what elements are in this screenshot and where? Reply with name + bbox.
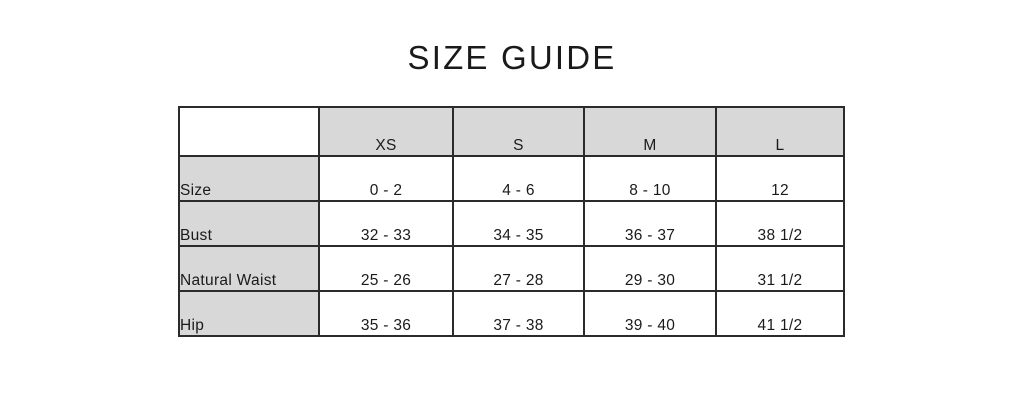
- column-header-s: S: [452, 106, 585, 157]
- table-row: Size 0 - 2 4 - 6 8 - 10 12: [178, 155, 845, 202]
- column-header-l: L: [715, 106, 845, 157]
- size-guide-table: XS S M L Size 0 - 2 4 - 6 8 - 10 12 Bust…: [178, 106, 845, 337]
- page-title: SIZE GUIDE: [407, 39, 617, 76]
- cell-bust-xs: 32 - 33: [318, 200, 454, 247]
- cell-hip-l: 41 1/2: [715, 290, 845, 337]
- cell-bust-s: 34 - 35: [452, 200, 585, 247]
- column-header-m: M: [583, 106, 717, 157]
- table-body: Size 0 - 2 4 - 6 8 - 10 12 Bust 32 - 33 …: [178, 155, 845, 337]
- cell-hip-xs: 35 - 36: [318, 290, 454, 337]
- table-row: Natural Waist 25 - 26 27 - 28 29 - 30 31…: [178, 245, 845, 292]
- size-guide-table-container: XS S M L Size 0 - 2 4 - 6 8 - 10 12 Bust…: [178, 106, 845, 337]
- cell-natural-waist-xs: 25 - 26: [318, 245, 454, 292]
- cell-hip-s: 37 - 38: [452, 290, 585, 337]
- cell-size-m: 8 - 10: [583, 155, 717, 202]
- cell-natural-waist-s: 27 - 28: [452, 245, 585, 292]
- table-row: Bust 32 - 33 34 - 35 36 - 37 38 1/2: [178, 200, 845, 247]
- cell-hip-m: 39 - 40: [583, 290, 717, 337]
- cell-size-xs: 0 - 2: [318, 155, 454, 202]
- table-header-row: XS S M L: [178, 106, 845, 157]
- row-label-natural-waist: Natural Waist: [178, 245, 320, 292]
- cell-bust-m: 36 - 37: [583, 200, 717, 247]
- cell-natural-waist-m: 29 - 30: [583, 245, 717, 292]
- cell-size-s: 4 - 6: [452, 155, 585, 202]
- cell-bust-l: 38 1/2: [715, 200, 845, 247]
- row-label-size: Size: [178, 155, 320, 202]
- table-row: Hip 35 - 36 37 - 38 39 - 40 41 1/2: [178, 290, 845, 337]
- column-header-xs: XS: [318, 106, 454, 157]
- table-corner-cell: [178, 106, 320, 157]
- table-header: XS S M L: [178, 106, 845, 157]
- row-label-hip: Hip: [178, 290, 320, 337]
- cell-size-l: 12: [715, 155, 845, 202]
- row-label-bust: Bust: [178, 200, 320, 247]
- cell-natural-waist-l: 31 1/2: [715, 245, 845, 292]
